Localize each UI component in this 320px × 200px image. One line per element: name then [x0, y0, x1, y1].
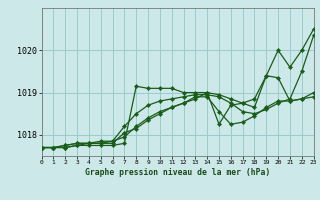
X-axis label: Graphe pression niveau de la mer (hPa): Graphe pression niveau de la mer (hPa) — [85, 168, 270, 177]
